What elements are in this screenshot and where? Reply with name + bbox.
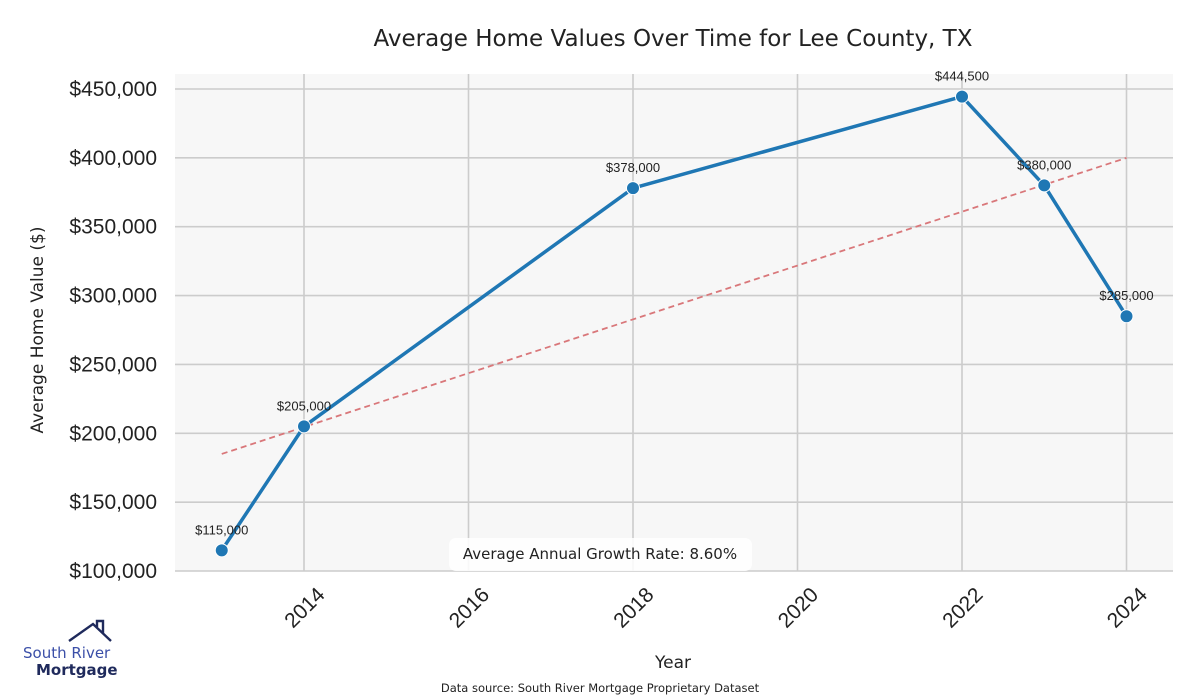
y-tick-label: $250,000 [69, 353, 157, 376]
y-tick-label: $450,000 [69, 78, 157, 101]
series-group: $115,000 $205,000 $378,000 $444,500 $380,000… [195, 69, 1154, 558]
value-line [220, 94, 1128, 552]
data-point [297, 419, 311, 434]
x-tick-label: 2022 [938, 583, 987, 632]
x-tick-label: 2014 [280, 583, 330, 633]
data-label: $380,000 [1017, 157, 1071, 172]
y-tick-label: $150,000 [69, 491, 157, 514]
annotation-text: Average Annual Growth Rate: 8.60% [463, 545, 737, 563]
annotation-box [449, 538, 752, 571]
x-tick-label: 2020 [774, 583, 823, 632]
x-tick-label: 2016 [445, 583, 494, 632]
data-point [1037, 178, 1052, 193]
x-axis-label: Year [654, 653, 691, 673]
y-tick-label: $300,000 [69, 285, 157, 308]
logo-line1: South River [23, 644, 111, 662]
data-point [214, 543, 229, 558]
y-tick-label: $400,000 [69, 147, 157, 170]
x-tick-label: 2024 [1103, 583, 1153, 633]
data-point [955, 89, 969, 104]
y-tick-label: $100,000 [69, 560, 157, 583]
y-axis-label: Average Home Value ($) [28, 227, 48, 434]
plot-background [175, 74, 1173, 571]
data-label: $205,000 [277, 398, 331, 413]
data-source: Data source: South River Mortgage Propri… [441, 681, 760, 695]
y-tick-label: $350,000 [69, 216, 157, 239]
logo: South River Mortgage [23, 619, 118, 679]
data-point [626, 181, 640, 196]
trend-line [221, 157, 1127, 455]
logo-line2: Mortgage [36, 661, 118, 679]
data-point [1119, 309, 1134, 324]
x-tick-label: 2018 [609, 583, 658, 632]
data-label: $444,500 [935, 69, 989, 84]
y-tick-label: $200,000 [69, 422, 157, 445]
trend-line-group [221, 157, 1127, 455]
data-label: $115,000 [195, 522, 248, 537]
growth-rate-annotation: Average Annual Growth Rate: 8.60% [449, 538, 752, 571]
house-roof-icon [68, 619, 112, 642]
data-label: $378,000 [606, 160, 660, 175]
data-label: $285,000 [1099, 288, 1153, 303]
chart-title: Average Home Values Over Time for Lee Co… [374, 26, 973, 52]
